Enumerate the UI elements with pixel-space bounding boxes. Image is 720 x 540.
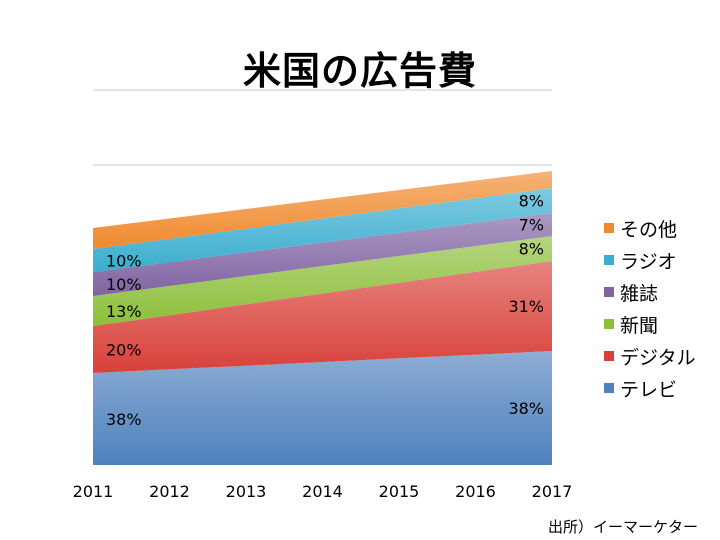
source-note: 出所）イーマーケター xyxy=(547,518,698,536)
legend-swatch xyxy=(604,287,614,297)
legend-swatch xyxy=(604,255,614,265)
data-label-2011-4: 10% xyxy=(106,252,142,271)
legend-item-テレビ: テレビ xyxy=(604,372,696,404)
legend-label: その他 xyxy=(620,218,678,241)
data-label-2011-3: 10% xyxy=(106,275,142,294)
area-その他 xyxy=(93,171,552,249)
data-label-2011-2: 13% xyxy=(106,302,142,321)
legend-swatch xyxy=(604,383,614,393)
legend-swatch xyxy=(604,319,614,329)
legend-swatch xyxy=(604,223,614,233)
x-tick-2012: 2012 xyxy=(149,482,190,501)
chart-legend: その他ラジオ雑誌新聞デジタルテレビ xyxy=(604,212,696,404)
legend-item-新聞: 新聞 xyxy=(604,308,696,340)
x-tick-2013: 2013 xyxy=(226,482,267,501)
legend-item-雑誌: 雑誌 xyxy=(604,276,696,308)
x-tick-2016: 2016 xyxy=(455,482,496,501)
area-ラジオ xyxy=(93,188,552,272)
x-tick-2015: 2015 xyxy=(379,482,420,501)
area-新聞 xyxy=(93,236,552,326)
data-label-2017-3: 7% xyxy=(519,216,544,235)
data-label-2017-0: 38% xyxy=(508,399,544,418)
data-label-2011-0: 38% xyxy=(106,410,142,429)
area-テレビ xyxy=(93,351,552,465)
legend-item-デジタル: デジタル xyxy=(604,340,696,372)
x-tick-2011: 2011 xyxy=(73,482,114,501)
x-tick-2014: 2014 xyxy=(302,482,343,501)
data-label-2017-2: 8% xyxy=(519,240,544,259)
data-label-2011-1: 20% xyxy=(106,341,142,360)
area-雑誌 xyxy=(93,213,552,296)
legend-item-ラジオ: ラジオ xyxy=(604,244,696,276)
data-label-2017-4: 8% xyxy=(519,192,544,211)
legend-swatch xyxy=(604,351,614,361)
chart-title: 米国の広告費 xyxy=(242,49,477,93)
x-tick-2017: 2017 xyxy=(532,482,573,501)
legend-label: ラジオ xyxy=(620,250,677,273)
legend-label: 雑誌 xyxy=(620,282,659,305)
data-label-2017-1: 31% xyxy=(508,297,544,316)
area-デジタル xyxy=(93,261,552,373)
legend-item-その他: その他 xyxy=(604,212,696,244)
legend-label: テレビ xyxy=(620,378,678,401)
legend-label: デジタル xyxy=(620,346,696,369)
legend-label: 新聞 xyxy=(620,314,659,337)
